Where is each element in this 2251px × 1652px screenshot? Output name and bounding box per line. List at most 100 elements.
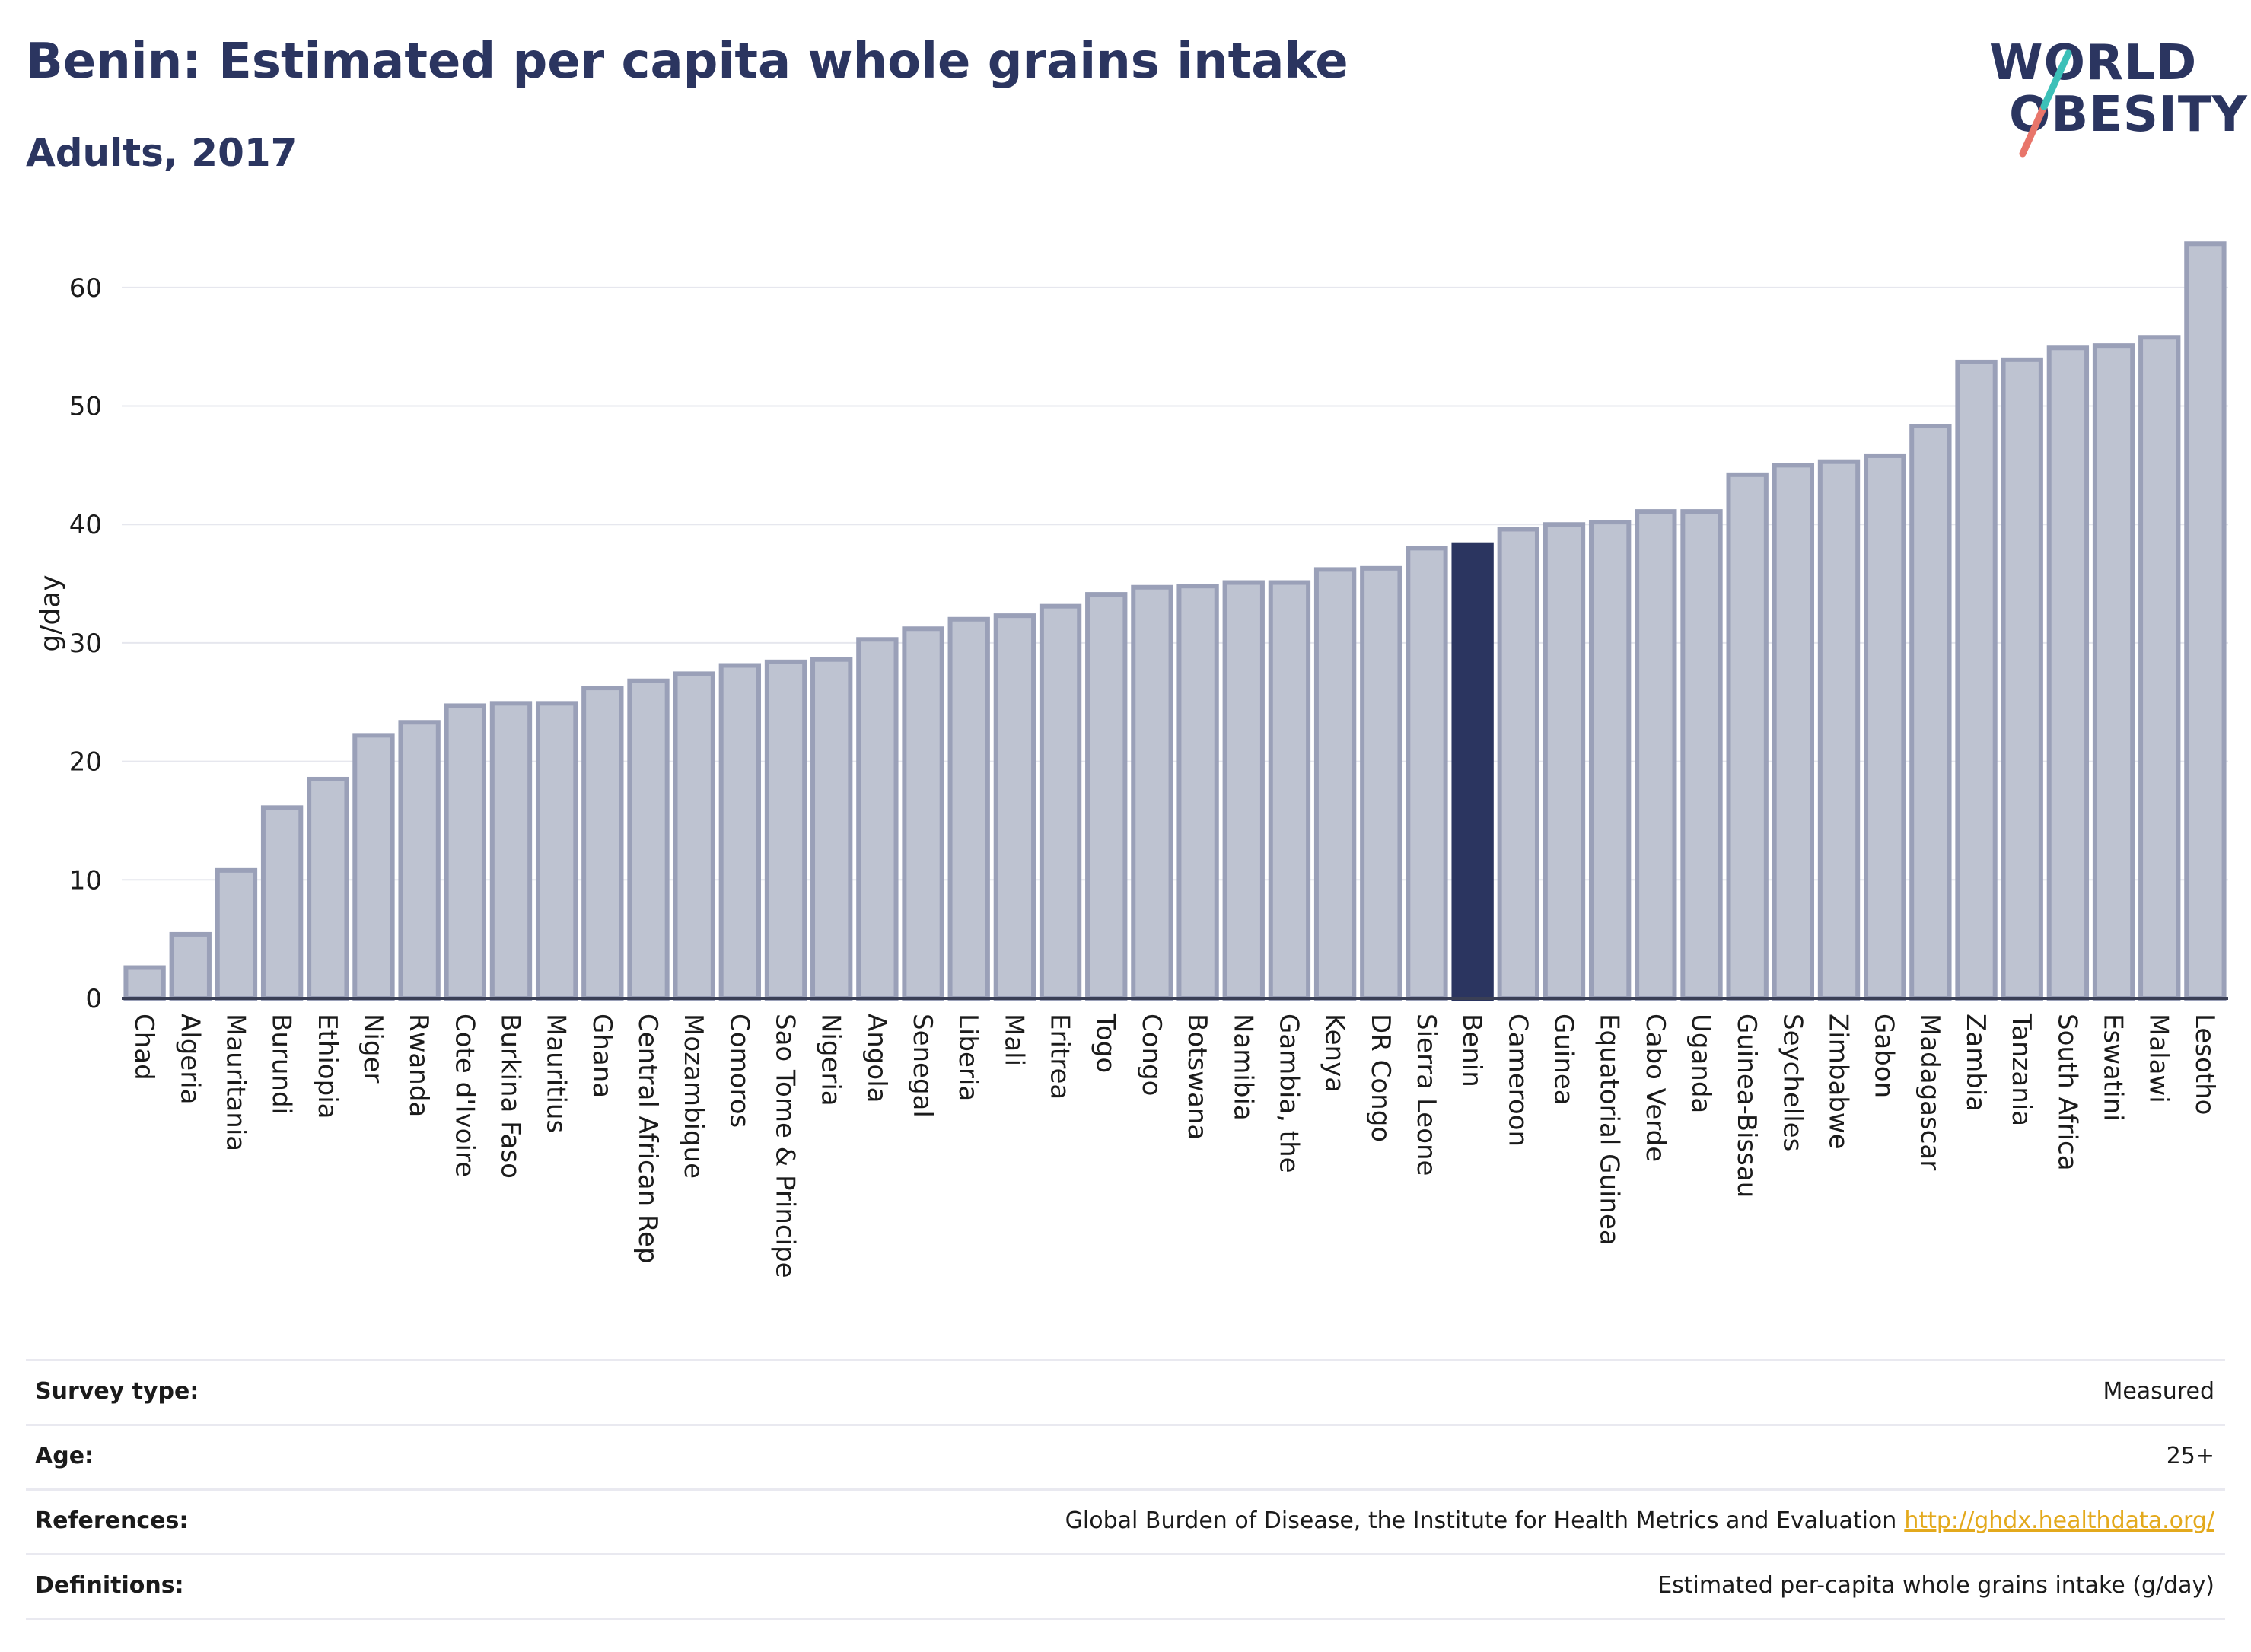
bar-highlight [1451,542,1494,1001]
bar [1635,509,1677,1001]
bar [810,657,853,1001]
logo-line-1: WORLD [1989,35,2198,91]
x-tick-label: Mauritania [220,1014,250,1151]
x-tick-label: Ghana [587,1014,617,1098]
bar [1039,603,1082,1001]
bar-chart: 0 10 20 30 40 50 60 g/day Chad Algeria Mauritania B… [35,241,2228,1278]
bar [1680,509,1723,1001]
bar [489,701,533,1001]
bar [260,805,304,1001]
y-tick-label: 0 [85,984,102,1014]
bar [1817,459,1861,1001]
chart-title: Benin: Estimated per capita whole grains… [26,33,1348,90]
bar [673,671,715,1001]
meta-label: Age: [35,1443,94,1469]
bar [352,733,395,1001]
x-tick-label: Liberia [953,1014,983,1101]
x-tick-label: Guinea [1548,1014,1578,1106]
bar [1909,424,1952,1001]
x-tick-label: Mali [998,1014,1029,1066]
x-tick-label: Cabo Verde [1640,1014,1670,1162]
bar [627,678,670,1001]
x-tick-label: South Africa [2052,1014,2082,1171]
meta-row-definitions: Definitions: Estimated per-capita whole … [26,1553,2225,1620]
bar [444,703,486,1001]
x-tick-label: Burundi [266,1014,297,1115]
x-tick-label: Mauritius [541,1014,572,1133]
meta-label: Definitions: [35,1572,184,1599]
x-tick-label: Cameroon [1502,1014,1533,1147]
bar [1543,522,1586,1001]
bar [993,613,1036,1001]
bar [1497,527,1539,1001]
bar [2092,343,2135,1001]
y-tick-label: 60 [69,273,102,304]
x-tick-label: Tanzania [2006,1013,2036,1126]
x-tick-label: Kenya [1320,1014,1350,1093]
x-tick-label: Botswana [1182,1014,1212,1140]
bar [1864,453,1906,1001]
bar [1222,580,1265,1001]
meta-value: Estimated per-capita whole grains intake… [1657,1572,2214,1599]
bar [764,659,807,1001]
x-tick-label: Senegal [907,1014,938,1118]
x-tick-label: Algeria [174,1014,205,1104]
bar [535,701,578,1001]
bar [581,686,624,1001]
x-tick-label: Zimbabwe [1823,1014,1854,1150]
y-axis-label: g/day [35,575,66,651]
bar [1588,520,1632,1001]
bar [1268,580,1311,1001]
meta-label: References: [35,1507,189,1534]
x-tick-label: Seychelles [1777,1014,1807,1151]
meta-value: 25+ [2166,1443,2214,1469]
bar [2046,345,2090,1001]
bar [398,720,441,1001]
world-obesity-logo[interactable]: WORLD OBESITY [1979,30,2247,160]
x-tick-label: Namibia [1227,1014,1258,1121]
x-tick-label: Zambia [1960,1014,1991,1112]
meta-value: Global Burden of Disease, the Institute … [1065,1507,1897,1534]
x-tick-label: Sierra Leone [1411,1014,1441,1176]
bar [1131,584,1173,1001]
y-tick-label: 30 [69,629,102,659]
bar [123,965,166,1001]
y-tick-label: 20 [69,747,102,778]
x-tick-label: DR Congo [1365,1014,1396,1142]
x-tick-label: Angola [861,1014,892,1103]
bar [902,626,944,1001]
meta-value: Measured [2103,1378,2214,1405]
x-tick-label: Mozambique [678,1014,708,1179]
reference-link[interactable]: http://ghdx.healthdata.org/ [1904,1507,2214,1534]
bar [307,776,349,1001]
x-tick-label: Congo [1136,1014,1167,1096]
x-tick-label: Central African Rep [632,1014,663,1264]
bar [169,931,212,1001]
meta-row-references: References: Global Burden of Disease, th… [26,1488,2225,1553]
bar [947,616,990,1001]
x-tick-label: Gabon [1869,1014,1899,1098]
x-tick-label: Cote d'Ivoire [449,1014,479,1177]
bar [2001,357,2043,1001]
bar [215,867,258,1001]
x-tick-label: Eritrea [1045,1014,1075,1100]
bar [718,663,762,1001]
bar [1406,546,1448,1001]
x-tick-label: Sao Tome & Principe [770,1014,801,1278]
meta-row-age: Age: 25+ [26,1424,2225,1488]
x-tick-label: Niger [358,1014,388,1083]
x-tick-label: Togo [1090,1013,1121,1073]
meta-label: Survey type: [35,1378,199,1405]
bar [1955,359,1998,1001]
x-tick-label: Lesotho [2189,1014,2220,1115]
x-tick-label: Uganda [1686,1014,1716,1113]
x-tick-label: Benin [1457,1014,1487,1087]
x-tick-label: Madagascar [1915,1014,1945,1170]
meta-row-survey-type: Survey type: Measured [26,1359,2225,1424]
bar [1085,592,1128,1001]
bar [1176,584,1219,1001]
bar [856,637,899,1001]
bar [1360,565,1402,1001]
x-tick-label: Comoros [724,1014,754,1128]
x-tick-label: Burkina Faso [495,1014,525,1179]
